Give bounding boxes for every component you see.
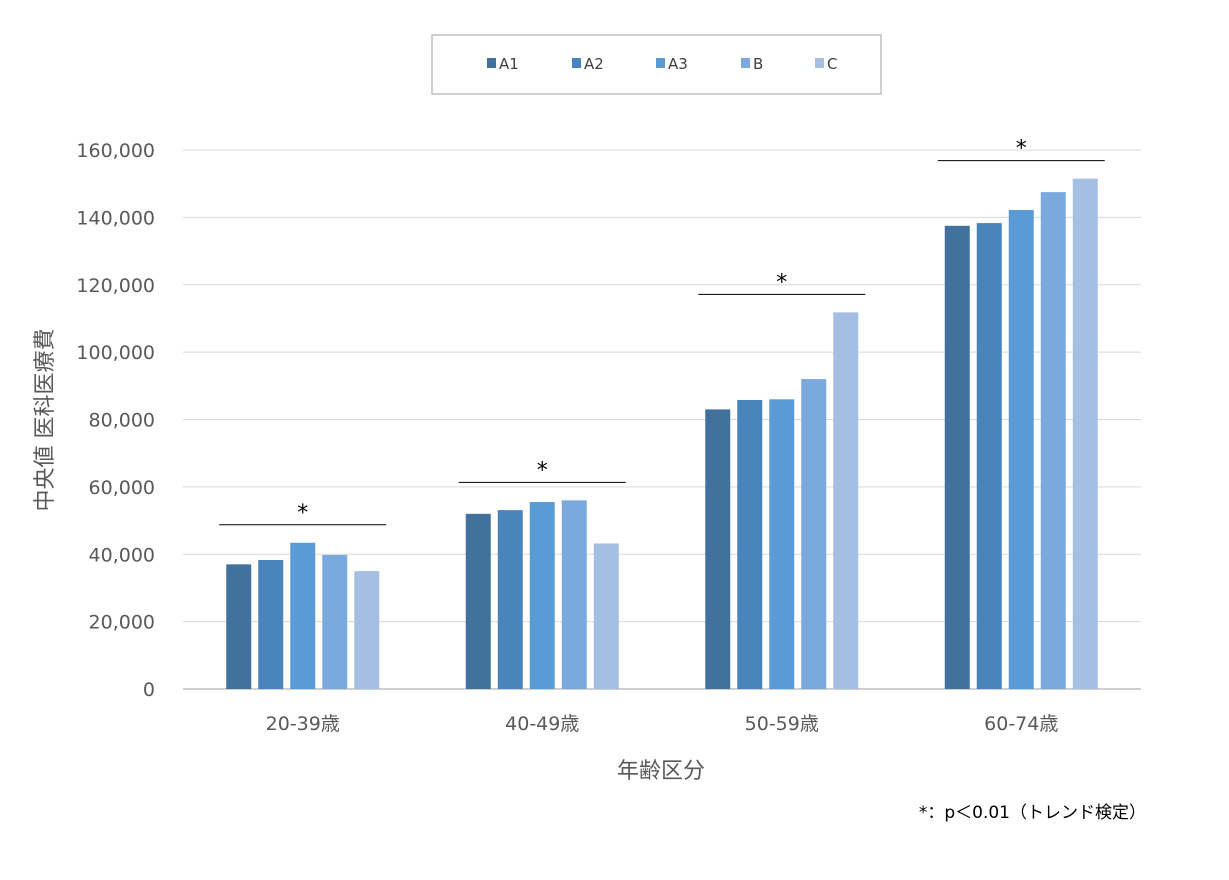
significance-marks: * * * * bbox=[219, 137, 1105, 526]
bar-a1-4 bbox=[944, 225, 970, 689]
y-axis-title: 中央値 医科医療費 bbox=[33, 329, 58, 512]
bar-a1-2 bbox=[465, 513, 491, 689]
y-tick-label: 0 bbox=[143, 679, 155, 701]
bar-c-3 bbox=[833, 312, 859, 689]
x-axis-categories: 20-39歳 40-49歳 50-59歳 60-74歳 bbox=[266, 713, 1059, 735]
footnote: *：p＜0.01（トレンド検定） bbox=[919, 803, 1146, 823]
x-category-label: 20-39歳 bbox=[266, 713, 340, 735]
significance-asterisk: * bbox=[776, 270, 787, 295]
significance-asterisk: * bbox=[1016, 137, 1027, 162]
legend-swatch-c bbox=[815, 58, 824, 68]
x-category-label: 50-59歳 bbox=[745, 713, 819, 735]
bar-b-4 bbox=[1040, 192, 1066, 689]
legend: A1 A2 A3 B C bbox=[487, 55, 837, 73]
y-tick-label: 20,000 bbox=[89, 612, 155, 634]
y-tick-label: 60,000 bbox=[89, 477, 155, 499]
legend-label-c: C bbox=[827, 55, 837, 73]
bar-b-3 bbox=[801, 379, 827, 689]
bar-c-2 bbox=[593, 543, 619, 689]
bar-b-1 bbox=[322, 554, 348, 689]
legend-label-a3: A3 bbox=[668, 55, 688, 73]
legend-label-b: B bbox=[753, 55, 763, 73]
bar-a3-1 bbox=[290, 542, 316, 689]
bar-c-4 bbox=[1072, 178, 1098, 689]
bar-a2-4 bbox=[976, 223, 1002, 689]
x-axis-title: 年齢区分 bbox=[617, 759, 705, 784]
significance-asterisk: * bbox=[297, 501, 308, 526]
bar-a1-1 bbox=[226, 564, 252, 689]
bar-c-1 bbox=[354, 571, 380, 689]
legend-label-a2: A2 bbox=[584, 55, 604, 73]
y-tick-label: 100,000 bbox=[76, 342, 155, 364]
significance-asterisk: * bbox=[537, 458, 548, 483]
y-tick-label: 40,000 bbox=[89, 544, 155, 566]
bars bbox=[226, 178, 1098, 689]
y-tick-label: 120,000 bbox=[76, 275, 155, 297]
legend-label-a1: A1 bbox=[499, 55, 519, 73]
bar-a3-2 bbox=[529, 502, 555, 689]
legend-swatch-a2 bbox=[572, 58, 581, 68]
bar-a2-3 bbox=[737, 399, 763, 689]
legend-swatch-a3 bbox=[656, 58, 665, 68]
bar-a2-2 bbox=[497, 510, 523, 689]
bar-b-2 bbox=[561, 500, 587, 689]
x-category-label: 40-49歳 bbox=[505, 713, 579, 735]
y-tick-label: 160,000 bbox=[76, 140, 155, 162]
bar-a1-3 bbox=[705, 409, 731, 689]
legend-swatch-a1 bbox=[487, 58, 496, 68]
legend-swatch-b bbox=[741, 58, 750, 68]
x-category-label: 60-74歳 bbox=[984, 713, 1058, 735]
bar-a2-1 bbox=[258, 559, 284, 689]
bar-a3-4 bbox=[1008, 209, 1034, 689]
y-axis-ticks: 0 20,000 40,000 60,000 80,000 100,000 120,000 1… bbox=[76, 140, 155, 701]
y-tick-label: 140,000 bbox=[76, 207, 155, 229]
y-tick-label: 80,000 bbox=[89, 410, 155, 432]
bar-a3-3 bbox=[769, 399, 795, 689]
